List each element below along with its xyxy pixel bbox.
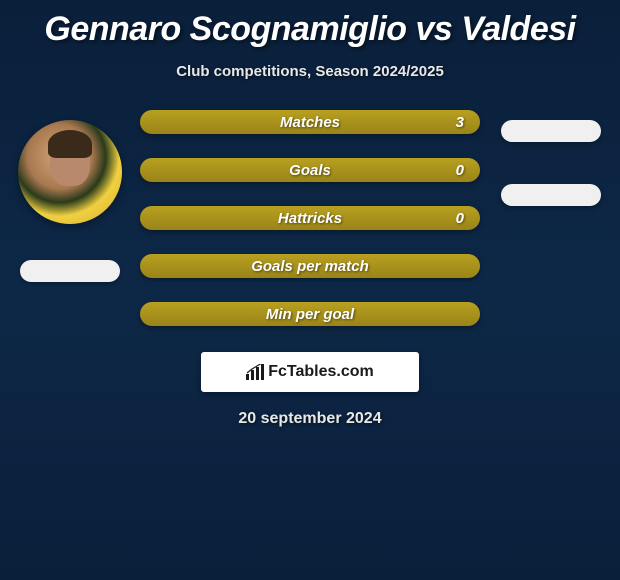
stat-label: Goals per match [154, 258, 466, 275]
stat-value: 3 [456, 114, 464, 131]
stat-value: 0 [456, 210, 464, 227]
stat-row-hattricks: Hattricks 0 [140, 206, 480, 230]
player-right-pill-1 [501, 120, 601, 142]
stat-row-goals: Goals 0 [140, 158, 480, 182]
footer-date: 20 september 2024 [238, 410, 381, 428]
footer: FcTables.com 20 september 2024 [8, 352, 612, 428]
player-left-team-pill [20, 260, 120, 282]
stat-label: Matches [154, 114, 466, 131]
stat-label: Goals [154, 162, 466, 179]
stat-value: 0 [456, 162, 464, 179]
logo-text: FcTables.com [268, 363, 374, 381]
stats-column: Matches 3 Goals 0 Hattricks 0 Goals per … [140, 110, 480, 326]
stat-row-goals-per-match: Goals per match [140, 254, 480, 278]
comparison-subtitle: Club competitions, Season 2024/2025 [8, 63, 612, 80]
stat-label: Min per goal [154, 306, 466, 323]
player-right-column [498, 110, 603, 206]
comparison-content: Matches 3 Goals 0 Hattricks 0 Goals per … [8, 110, 612, 326]
stat-row-min-per-goal: Min per goal [140, 302, 480, 326]
player-left-avatar [18, 120, 122, 224]
player-left-column [17, 110, 122, 282]
stat-row-matches: Matches 3 [140, 110, 480, 134]
comparison-title: Gennaro Scognamiglio vs Valdesi [8, 10, 612, 49]
chart-icon [246, 364, 264, 380]
player-right-pill-2 [501, 184, 601, 206]
stat-label: Hattricks [154, 210, 466, 227]
fctables-logo[interactable]: FcTables.com [201, 352, 419, 392]
